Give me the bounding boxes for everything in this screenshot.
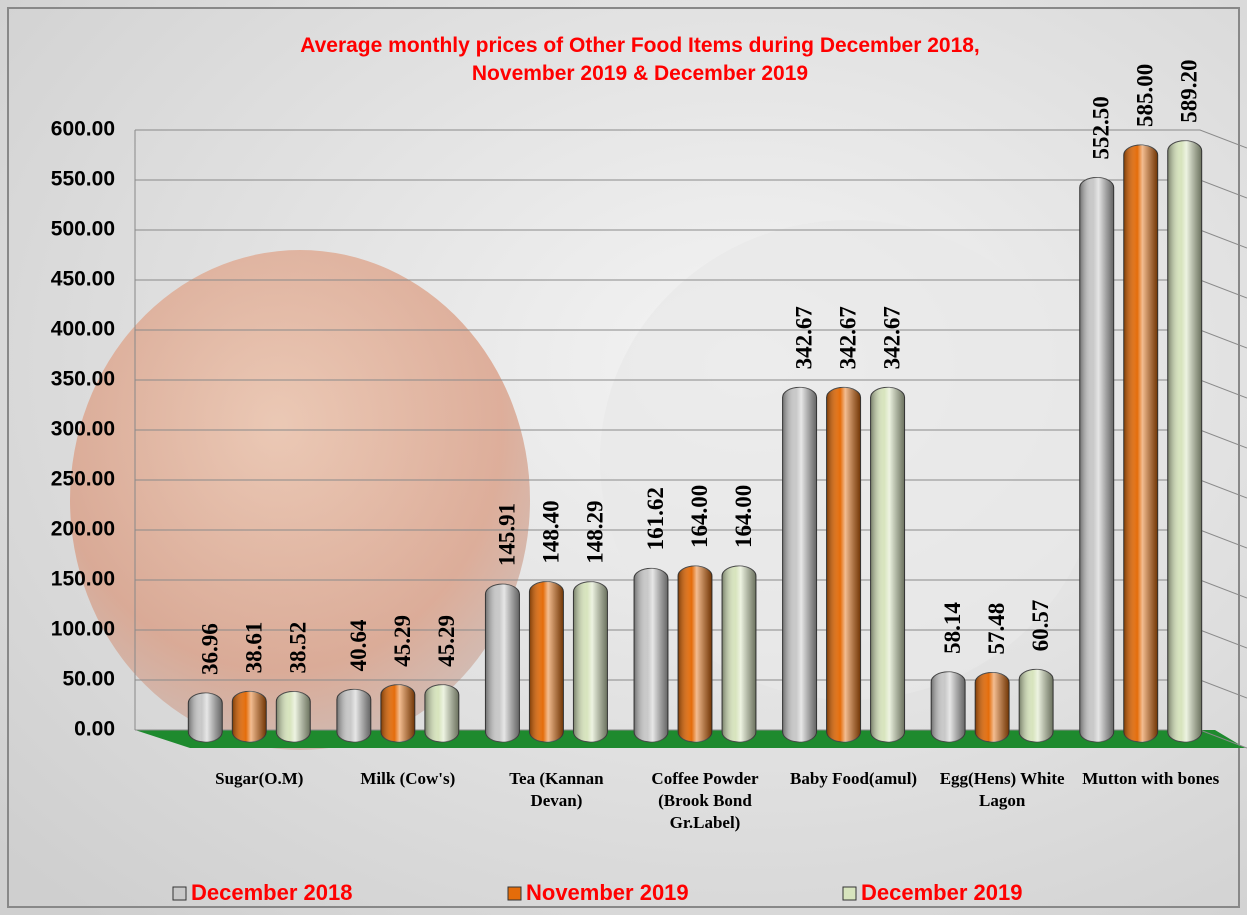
value-label: 164.00 <box>687 485 712 548</box>
value-label: 60.57 <box>1028 600 1053 652</box>
value-label: 164.00 <box>731 485 756 548</box>
value-label: 145.91 <box>494 503 519 566</box>
x-tick-label: Mutton with bones <box>1081 768 1221 790</box>
legend-label: December 2018 <box>191 880 352 905</box>
y-tick-label: 150.00 <box>51 568 115 591</box>
y-tick-label: 250.00 <box>51 468 115 491</box>
y-tick-label: 300.00 <box>51 418 115 441</box>
bar-shading <box>573 582 607 742</box>
value-label: 552.50 <box>1089 96 1114 159</box>
legend-swatch <box>173 887 186 900</box>
value-label: 585.00 <box>1133 64 1158 127</box>
legend-label: November 2019 <box>526 880 689 905</box>
bar-shading <box>1168 141 1202 742</box>
value-label: 45.29 <box>390 615 415 667</box>
bar-shading <box>381 685 415 742</box>
x-tick-label: Egg(Hens) White Lagon <box>932 768 1072 812</box>
bar-shading <box>783 387 817 742</box>
bar-shading <box>529 582 563 742</box>
bar-shading <box>975 673 1009 742</box>
legend-swatch <box>843 887 856 900</box>
value-label: 161.62 <box>643 487 668 550</box>
x-tick-label: Coffee Powder (Brook Bond Gr.Label) <box>635 768 775 834</box>
value-label: 38.52 <box>285 622 310 674</box>
value-label: 342.67 <box>880 306 905 369</box>
legend: December 2018 November 2019 December 2019 <box>173 880 1022 905</box>
bar-shading <box>425 685 459 742</box>
bar-shading <box>485 584 519 742</box>
value-label: 148.40 <box>538 500 563 563</box>
bar-shading <box>722 566 756 742</box>
bar-shading <box>678 566 712 742</box>
y-tick-label: 450.00 <box>51 268 115 291</box>
bar-shading <box>871 387 905 742</box>
value-label: 589.20 <box>1177 60 1202 123</box>
legend-label: December 2019 <box>861 880 1022 905</box>
bar-shading <box>1124 145 1158 742</box>
value-label: 57.48 <box>984 603 1009 655</box>
egg-image <box>70 250 530 750</box>
bar-shading <box>931 672 965 742</box>
bar-shading <box>188 693 222 742</box>
value-label: 38.61 <box>241 622 266 674</box>
x-tick-label: Milk (Cow's) <box>338 768 478 790</box>
y-tick-label: 50.00 <box>62 668 115 691</box>
y-tick-label: 200.00 <box>51 518 115 541</box>
y-tick-label: 400.00 <box>51 318 115 341</box>
y-tick-label: 550.00 <box>51 168 115 191</box>
x-tick-label: Tea (Kannan Devan) <box>486 768 626 812</box>
bar-shading <box>337 689 371 742</box>
bar-shading <box>1019 669 1053 742</box>
x-tick-label: Sugar(O.M) <box>189 768 329 790</box>
y-tick-label: 350.00 <box>51 368 115 391</box>
page: Average monthly prices of Other Food Ite… <box>0 0 1247 915</box>
bar-shading <box>276 691 310 742</box>
y-tick-label: 100.00 <box>51 618 115 641</box>
x-tick-label: Baby Food(amul) <box>784 768 924 790</box>
value-label: 58.14 <box>940 602 965 654</box>
bar-shading <box>634 568 668 742</box>
value-label: 342.67 <box>792 306 817 369</box>
value-label: 40.64 <box>346 619 371 671</box>
value-label: 36.96 <box>197 623 222 675</box>
value-label: 45.29 <box>434 615 459 667</box>
y-tick-label: 500.00 <box>51 218 115 241</box>
bar-shading <box>827 387 861 742</box>
bar-shading <box>1080 178 1114 743</box>
y-tick-label: 600.00 <box>51 118 115 141</box>
legend-swatch <box>508 887 521 900</box>
value-label: 148.29 <box>582 500 607 563</box>
y-tick-label: 0.00 <box>74 718 115 741</box>
bar-shading <box>232 691 266 742</box>
value-label: 342.67 <box>836 306 861 369</box>
